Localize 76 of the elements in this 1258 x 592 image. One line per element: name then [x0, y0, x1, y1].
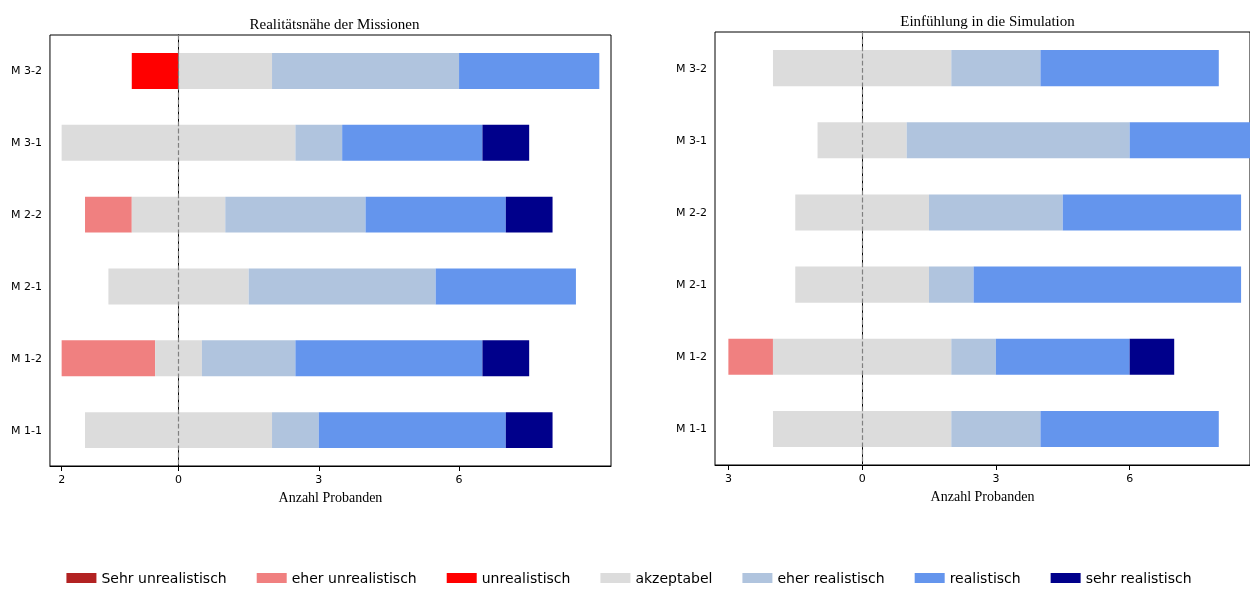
bar — [1040, 410, 1219, 447]
bar — [929, 266, 974, 303]
y-tick-label: M 2-2 — [10, 208, 42, 222]
bar — [505, 196, 553, 233]
x-tick-label: 6 — [1126, 472, 1134, 485]
bar — [85, 412, 273, 449]
x-tick-label: 3 — [992, 472, 1000, 485]
y-tick-label: M 3-2 — [676, 61, 707, 75]
bar — [817, 122, 907, 159]
y-tick-label: M 3-2 — [10, 64, 42, 78]
bar — [772, 410, 952, 447]
x-tick-label: 2 — [58, 473, 66, 486]
bar — [906, 122, 1130, 159]
bar — [178, 52, 273, 89]
chart-title: Realitätsnähe der Missionen — [249, 15, 420, 32]
bar — [772, 50, 952, 87]
bar — [295, 340, 483, 377]
bar — [995, 338, 1130, 375]
y-tick-label: M 1-2 — [676, 350, 707, 364]
bar — [155, 340, 202, 377]
bar — [1062, 194, 1242, 231]
x-tick-label: 0 — [858, 472, 866, 485]
bar — [951, 50, 1041, 87]
x-tick-label: 6 — [455, 473, 463, 486]
bar — [365, 196, 506, 233]
y-tick-label: M 2-2 — [676, 205, 707, 219]
bar — [248, 268, 436, 305]
chart-title: Einfühlung in die Simulation — [900, 12, 1076, 29]
legend-label: eher unrealistisch — [291, 570, 417, 586]
legend-label: realistisch — [949, 570, 1021, 586]
x-tick-label: 0 — [175, 473, 183, 486]
bar — [951, 338, 996, 375]
legend-label: akzeptabel — [635, 570, 713, 586]
y-tick-label: M 1-1 — [676, 422, 707, 436]
bar — [459, 52, 600, 89]
bar — [1129, 338, 1175, 375]
bar — [951, 410, 1041, 447]
bar — [61, 124, 296, 161]
bar — [435, 268, 576, 305]
x-tick-label: 3 — [724, 472, 732, 485]
legend-label: sehr realistisch — [1085, 570, 1192, 586]
bar — [795, 194, 929, 231]
bar — [482, 124, 530, 161]
bar — [61, 340, 156, 377]
bar — [108, 268, 249, 305]
bar — [482, 340, 530, 377]
x-tick-label: 3 — [315, 473, 323, 486]
bar — [973, 266, 1242, 303]
y-tick-label: M 1-2 — [10, 351, 42, 365]
bar — [131, 196, 226, 233]
bar — [929, 194, 1063, 231]
y-tick-label: M 2-1 — [10, 279, 42, 293]
bar — [272, 412, 319, 449]
y-tick-label: M 2-1 — [676, 278, 707, 292]
bar — [318, 412, 506, 449]
bar — [201, 340, 296, 377]
bar — [505, 412, 553, 449]
y-tick-label: M 3-1 — [10, 136, 42, 150]
legend-label: unrealistisch — [481, 570, 571, 586]
bar — [85, 196, 132, 233]
bar — [272, 52, 460, 89]
x-axis-title: Anzahl Probanden — [930, 488, 1035, 504]
x-axis-title: Anzahl Probanden — [278, 489, 383, 505]
bar — [295, 124, 343, 161]
bar — [772, 338, 952, 375]
y-tick-label: M 1-1 — [10, 423, 42, 437]
legend-label: eher realistisch — [777, 570, 885, 586]
y-tick-label: M 3-1 — [676, 133, 707, 147]
bar — [131, 52, 179, 89]
bar — [342, 124, 483, 161]
legend-label: Sehr unrealistisch — [101, 570, 227, 586]
bar — [225, 196, 366, 233]
bar — [728, 338, 773, 375]
bar — [1040, 50, 1219, 87]
bar — [795, 266, 929, 303]
bar — [1129, 122, 1250, 159]
